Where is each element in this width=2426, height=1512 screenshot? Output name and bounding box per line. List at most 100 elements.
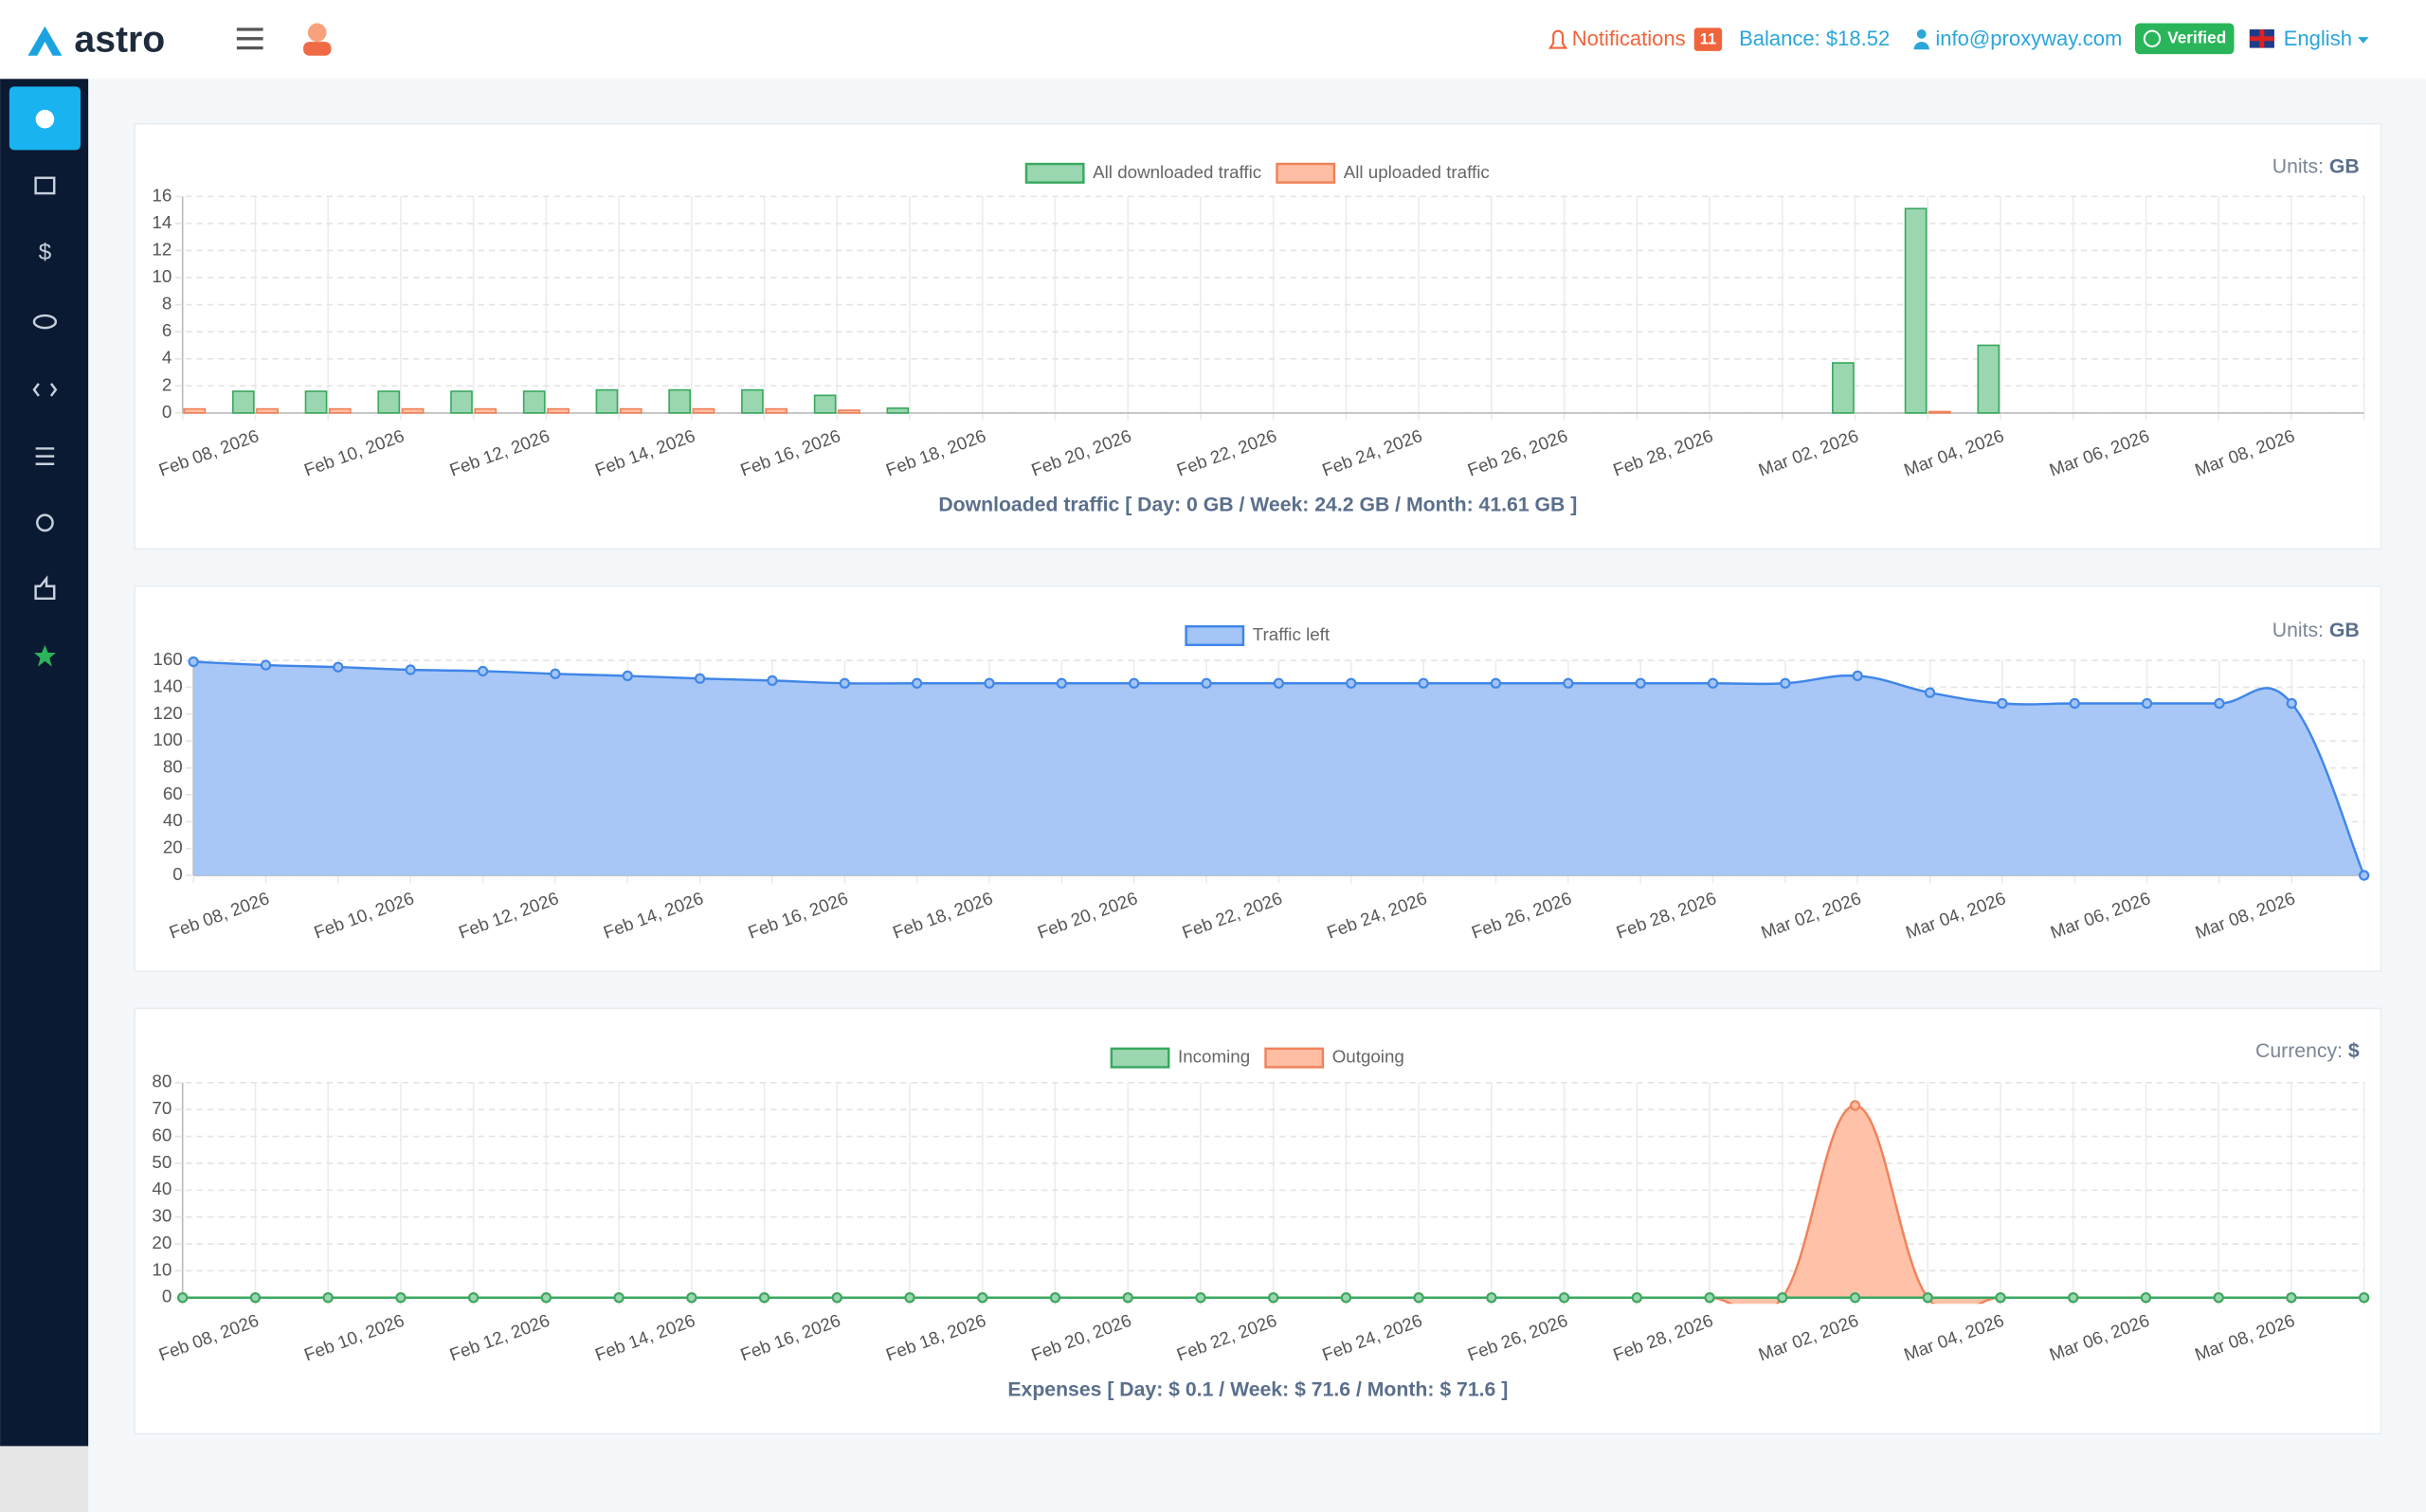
legend-swatch <box>1024 162 1085 184</box>
point <box>540 1292 552 1304</box>
units-value: GB <box>2329 620 2360 641</box>
bar <box>886 407 910 414</box>
legend-label: All downloaded traffic <box>1093 162 1261 182</box>
legend-swatch <box>1276 162 1336 184</box>
units: Currency: $ <box>2255 1040 2360 1062</box>
units-value: GB <box>2329 155 2360 177</box>
point <box>1413 1292 1424 1304</box>
bar <box>547 407 570 414</box>
point <box>977 1292 988 1304</box>
bar <box>838 409 860 414</box>
bar <box>401 407 425 414</box>
point <box>2141 697 2153 710</box>
y-tick-label: 120 <box>153 703 182 723</box>
nav-servers[interactable] <box>34 176 56 195</box>
y-tick-label: 14 <box>152 212 172 232</box>
logo-mark <box>27 26 63 56</box>
point <box>1631 1292 1642 1304</box>
logo[interactable]: astro <box>27 19 165 60</box>
point <box>1129 677 1140 689</box>
nav-billing[interactable]: $ <box>39 240 52 265</box>
nav-api[interactable] <box>32 383 58 397</box>
point <box>1490 677 1502 689</box>
menu-toggle[interactable] <box>236 27 263 50</box>
y-tick-label: 80 <box>163 757 183 777</box>
point <box>1704 1292 1715 1304</box>
bar <box>1977 344 2001 414</box>
legend: All downloaded traffic All uploaded traff… <box>1024 162 1490 184</box>
point <box>686 1292 697 1304</box>
y-tick-label: 0 <box>162 402 172 422</box>
y-tick-label: 30 <box>152 1206 172 1226</box>
point <box>395 1292 407 1304</box>
y-tick-label: 10 <box>152 1259 172 1279</box>
area-fill <box>193 661 2364 876</box>
verified-badge: Verified <box>2135 23 2235 55</box>
point <box>1268 1292 1279 1304</box>
point <box>767 675 778 687</box>
point <box>839 677 850 689</box>
account[interactable]: info@proxyway.com <box>1913 27 2123 50</box>
point <box>467 1292 480 1304</box>
point <box>322 1292 334 1304</box>
language[interactable]: English <box>2284 27 2352 50</box>
point <box>1558 1292 1570 1304</box>
legend-label: Outgoing <box>1332 1047 1404 1067</box>
point <box>177 1292 189 1304</box>
point <box>550 668 561 679</box>
bar <box>328 407 352 414</box>
legend-label: Traffic left <box>1253 624 1331 644</box>
units-label: Units: <box>2272 155 2329 177</box>
y-tick-label: 16 <box>152 185 172 205</box>
verified-text: Verified <box>2167 27 2226 46</box>
y-tick-label: 40 <box>163 810 183 830</box>
notifications[interactable]: Notifications 11 <box>1548 27 1723 51</box>
point <box>1273 677 1285 689</box>
bar <box>1928 410 1951 414</box>
bar <box>377 390 401 414</box>
point <box>1780 677 1791 689</box>
y-tick-label: 80 <box>152 1071 172 1091</box>
point <box>904 1292 915 1304</box>
point <box>613 1292 625 1304</box>
y-tick-label: 2 <box>162 374 172 394</box>
point <box>2286 697 2297 710</box>
chart-footer: Expenses [ Day: $ 0.1 / Week: $ 71.6 / M… <box>1007 1378 1508 1400</box>
bar <box>741 388 764 414</box>
legend: Traffic left <box>1185 624 1331 647</box>
point <box>1049 1292 1061 1304</box>
legend-swatch <box>1185 624 1245 647</box>
nav-settings[interactable] <box>36 513 54 532</box>
balance[interactable]: Balance: $18.52 <box>1739 27 1890 50</box>
nav-partners[interactable] <box>32 314 58 330</box>
email[interactable]: info@proxyway.com <box>1935 27 2122 50</box>
notifications-link[interactable]: Notifications <box>1572 27 1686 50</box>
nav-feedback[interactable] <box>34 575 56 601</box>
y-tick-label: 0 <box>162 1287 172 1306</box>
bar <box>231 390 255 414</box>
sidebar <box>0 79 89 1447</box>
y-tick-label: 12 <box>152 239 172 259</box>
support-avatar[interactable] <box>303 23 332 56</box>
point <box>1195 1292 1206 1304</box>
language-select[interactable]: English <box>2249 27 2369 50</box>
units: Units: GB <box>2272 155 2360 177</box>
y-tick-label: 10 <box>152 266 172 286</box>
point <box>1922 1292 1933 1304</box>
point <box>694 673 706 684</box>
bar <box>813 394 837 414</box>
y-tick-label: 20 <box>152 1233 172 1252</box>
point <box>1056 677 1067 689</box>
nav-list[interactable] <box>35 447 55 465</box>
area-fill <box>182 1105 2364 1305</box>
bar <box>595 388 619 414</box>
bar <box>765 407 788 414</box>
legend-label: Incoming <box>1178 1047 1250 1067</box>
point <box>984 677 995 689</box>
y-tick-label: 4 <box>162 348 172 368</box>
legend-swatch <box>1264 1047 1325 1069</box>
nav-favorites[interactable] <box>33 644 56 667</box>
point <box>1635 677 1646 689</box>
